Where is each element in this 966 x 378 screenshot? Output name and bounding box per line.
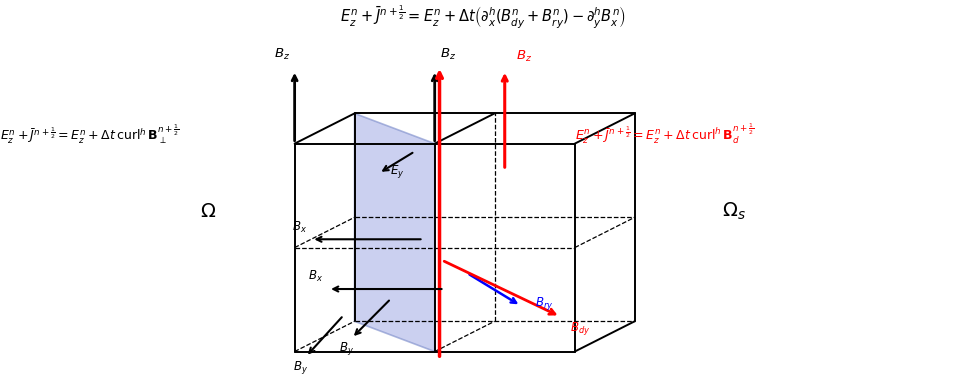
Text: $B_x$: $B_x$ <box>308 270 324 285</box>
Text: $\Omega$: $\Omega$ <box>200 202 215 221</box>
Text: $E_z^n + \bar{J}^{n+\frac{1}{2}} = E_z^n + \Delta t\,\mathrm{curl}^h\,\mathbf{B}: $E_z^n + \bar{J}^{n+\frac{1}{2}} = E_z^n… <box>575 122 754 146</box>
Text: $B_z$: $B_z$ <box>517 49 532 64</box>
Text: $\Omega_s$: $\Omega_s$ <box>723 201 746 222</box>
Text: $B_x$: $B_x$ <box>292 220 306 235</box>
Polygon shape <box>355 113 435 352</box>
Text: $B_z$: $B_z$ <box>273 47 290 62</box>
Text: $E_z^n + \bar{J}^{n+\frac{1}{2}} = E_z^n + \Delta t\,\mathrm{curl}^h\,\mathbf{B}: $E_z^n + \bar{J}^{n+\frac{1}{2}} = E_z^n… <box>0 122 180 146</box>
Text: $B_{dy}$: $B_{dy}$ <box>570 321 590 338</box>
Text: $E_z^n + \bar{J}^{n+\frac{1}{2}} = E_z^n + \Delta t\left(\partial_x^h(B_{dy}^n +: $E_z^n + \bar{J}^{n+\frac{1}{2}} = E_z^n… <box>340 3 626 31</box>
Text: $B_{ry}$: $B_{ry}$ <box>535 296 554 312</box>
Text: $B_y$: $B_y$ <box>294 359 308 376</box>
Text: $B_y$: $B_y$ <box>339 340 355 357</box>
Text: $B_z$: $B_z$ <box>440 47 456 62</box>
Text: $E_y$: $E_y$ <box>390 163 405 180</box>
